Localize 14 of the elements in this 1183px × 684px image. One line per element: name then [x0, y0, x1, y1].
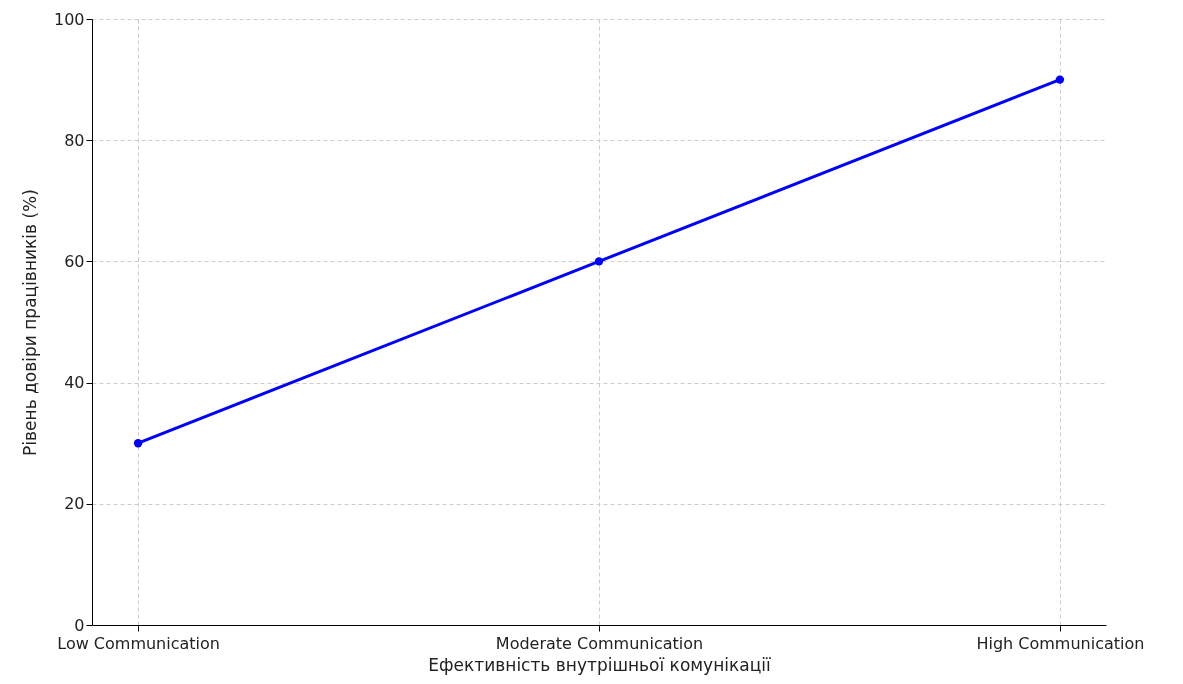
x-tick-label: Moderate Communication [495, 633, 704, 653]
x-tick-label: Low Communication [57, 633, 220, 653]
y-tick-label: 0 [74, 615, 85, 635]
y-tick-label: 80 [64, 130, 85, 150]
y-tick-label: 60 [64, 251, 85, 271]
point [594, 257, 604, 266]
point [1055, 75, 1065, 84]
y-tick-label: 20 [64, 494, 85, 514]
y-axis-title: Рівень довіри працівників (%) [19, 189, 40, 456]
y-tick-label: 100 [53, 9, 85, 29]
y-tick-label: 40 [64, 373, 85, 393]
x-tick-label: High Communication [976, 633, 1145, 653]
point [133, 439, 143, 448]
x-axis-title: Ефективність внутрішньої комунікації [428, 654, 771, 675]
